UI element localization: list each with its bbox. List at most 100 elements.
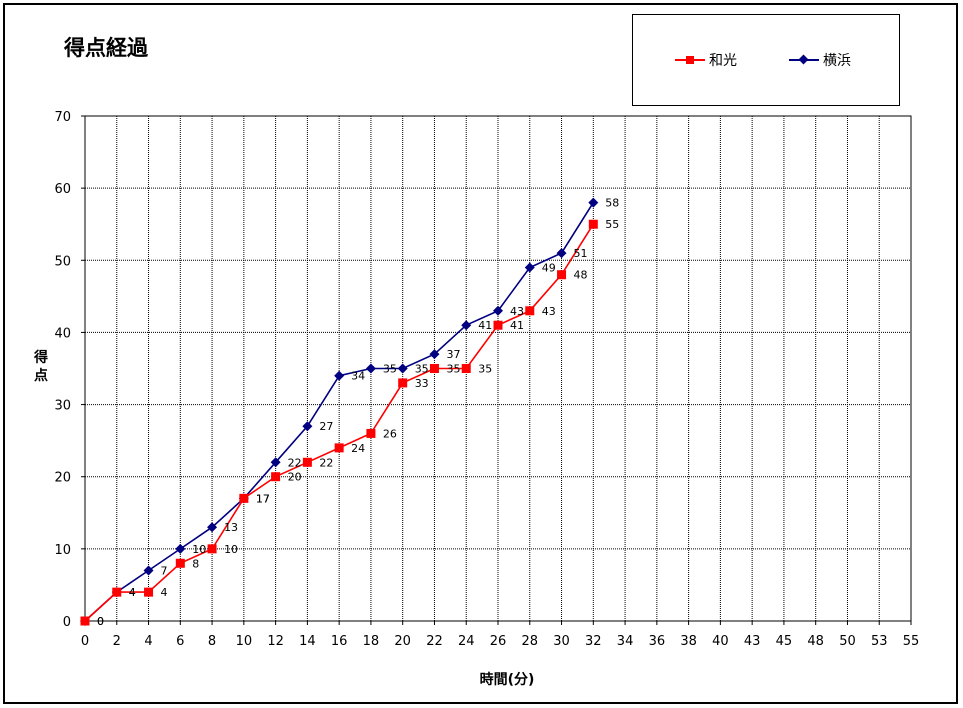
y-tick-label: 40 <box>54 326 71 341</box>
data-point-diamond <box>334 370 345 381</box>
data-label: 7 <box>161 565 168 578</box>
data-point-square <box>588 219 598 229</box>
data-label: 41 <box>478 319 492 332</box>
data-point-diamond <box>461 320 472 331</box>
data-label: 17 <box>256 492 270 505</box>
x-tick-label: 53 <box>871 634 888 649</box>
x-tick-label: 26 <box>490 634 507 649</box>
data-point-diamond <box>365 363 376 374</box>
data-point-square <box>80 616 90 626</box>
data-label: 22 <box>319 456 333 469</box>
data-point-diamond <box>524 262 535 273</box>
x-tick-label: 2 <box>113 634 121 649</box>
data-point-square <box>429 364 439 373</box>
data-label: 43 <box>510 305 524 318</box>
data-point-square <box>239 493 249 503</box>
data-label: 27 <box>319 420 333 433</box>
data-label: 55 <box>605 218 619 231</box>
data-point-square <box>175 558 185 568</box>
data-point-diamond <box>588 197 599 208</box>
y-tick-label: 30 <box>54 399 71 414</box>
x-tick-label: 6 <box>176 634 184 649</box>
data-point-square <box>302 457 312 467</box>
data-point-square <box>557 270 567 280</box>
y-axis-title: 点 <box>34 367 48 384</box>
chart-title: 得点経過 <box>64 36 148 60</box>
data-label: 35 <box>383 363 397 376</box>
data-point-diamond <box>429 349 440 360</box>
data-label: 13 <box>224 521 238 534</box>
x-tick-label: 40 <box>712 634 729 649</box>
data-point-diamond <box>175 543 186 554</box>
data-label: 48 <box>574 269 588 282</box>
x-tick-label: 14 <box>299 634 316 649</box>
y-tick-label: 70 <box>54 110 71 125</box>
data-point-diamond <box>270 457 281 468</box>
x-tick-label: 22 <box>426 634 443 649</box>
legend-label-yokohama: 横浜 <box>823 53 851 69</box>
x-tick-label: 10 <box>236 634 253 649</box>
data-point-square <box>207 544 217 554</box>
data-label: 49 <box>542 262 556 275</box>
x-tick-label: 12 <box>267 634 284 649</box>
data-label: 10 <box>224 543 238 556</box>
data-label: 10 <box>192 543 206 556</box>
data-label: 35 <box>478 363 492 376</box>
data-label: 58 <box>605 197 619 210</box>
data-label: 4 <box>129 586 136 599</box>
x-tick-label: 38 <box>680 634 697 649</box>
data-label: 0 <box>97 615 104 628</box>
legend-label-wako: 和光 <box>709 53 737 69</box>
chart-legend: 和光 横浜 <box>632 14 900 106</box>
data-label: 0 <box>97 615 104 628</box>
x-tick-label: 55 <box>903 634 920 649</box>
data-label: 17 <box>256 492 270 505</box>
data-point-square <box>334 443 344 453</box>
x-tick-label: 0 <box>81 634 89 649</box>
data-label: 22 <box>288 456 302 469</box>
data-point-diamond <box>556 248 567 259</box>
data-point-diamond <box>302 421 313 432</box>
square-marker-icon <box>686 56 694 64</box>
x-tick-label: 43 <box>744 634 761 649</box>
y-tick-label: 50 <box>54 254 71 269</box>
data-point-diamond <box>397 363 408 374</box>
data-label: 35 <box>415 363 429 376</box>
x-tick-label: 16 <box>331 634 348 649</box>
data-point-square <box>366 428 376 438</box>
data-label: 34 <box>351 370 365 383</box>
data-label: 4 <box>129 586 136 599</box>
diamond-marker-icon <box>798 54 809 65</box>
data-point-diamond <box>143 565 154 576</box>
data-point-diamond <box>493 305 503 316</box>
x-tick-label: 34 <box>617 634 634 649</box>
data-point-square <box>525 306 535 316</box>
data-label: 4 <box>161 586 168 599</box>
data-label: 51 <box>574 247 588 260</box>
x-tick-label: 30 <box>553 634 570 649</box>
series-layer <box>80 197 599 626</box>
y-tick-label: 0 <box>63 615 71 630</box>
x-tick-label: 36 <box>649 634 666 649</box>
data-point-diamond <box>207 522 218 533</box>
data-label: 35 <box>446 363 460 376</box>
x-tick-label: 50 <box>839 634 856 649</box>
data-point-square <box>493 320 503 330</box>
data-label: 26 <box>383 427 397 440</box>
y-tick-label: 60 <box>54 182 71 197</box>
x-tick-label: 20 <box>394 634 411 649</box>
x-axis-title: 時間(分) <box>480 671 535 688</box>
x-tick-label: 4 <box>144 634 152 649</box>
x-tick-label: 8 <box>208 634 216 649</box>
data-label: 20 <box>288 471 302 484</box>
data-label: 43 <box>542 305 556 318</box>
data-point-square <box>461 364 471 373</box>
y-axis-title: 得 <box>33 349 48 366</box>
data-point-square <box>144 587 154 597</box>
x-tick-label: 45 <box>776 634 793 649</box>
y-tick-label: 20 <box>54 471 71 486</box>
data-point-square <box>271 472 281 482</box>
